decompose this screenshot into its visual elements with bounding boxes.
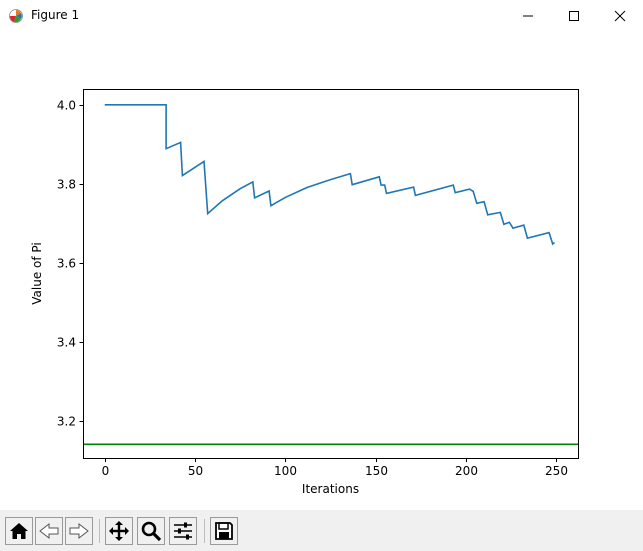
y-tick-label: 4.0 <box>57 99 76 113</box>
plot-frame <box>83 89 579 459</box>
configure-subplots-button[interactable] <box>169 517 197 545</box>
x-axis-label: Iterations <box>302 482 359 496</box>
back-arrow-icon <box>39 522 59 540</box>
zoom-icon <box>141 521 162 542</box>
minimize-icon <box>523 15 533 17</box>
y-axis-label: Value of Pi <box>30 242 44 304</box>
ticks-layer: 0 50 100 150 200 250 3.2 3.4 3.6 3.8 4.0 <box>57 99 568 479</box>
minimize-button[interactable] <box>505 0 551 32</box>
save-icon <box>215 522 233 540</box>
back-button[interactable] <box>35 517 63 545</box>
window-titlebar: Figure 1 <box>0 0 643 32</box>
home-icon <box>10 523 28 539</box>
x-tick-label: 0 <box>102 464 110 478</box>
x-tick-label: 200 <box>455 464 478 478</box>
close-button[interactable] <box>597 0 643 32</box>
matplotlib-icon <box>9 9 23 23</box>
x-tick-label: 100 <box>274 464 297 478</box>
close-icon <box>614 10 626 22</box>
x-tick-label: 150 <box>365 464 388 478</box>
navigation-toolbar <box>0 510 643 551</box>
window-title: Figure 1 <box>31 8 80 22</box>
figure-canvas[interactable]: 0 50 100 150 200 250 3.2 3.4 3.6 3.8 4.0 Iteration… <box>0 32 643 510</box>
toolbar-separator <box>204 519 205 543</box>
toolbar-separator <box>99 519 100 543</box>
pan-icon <box>109 521 129 541</box>
x-tick-label: 50 <box>188 464 203 478</box>
line-chart: 0 50 100 150 200 250 3.2 3.4 3.6 3.8 4.0 Iteration… <box>30 89 579 496</box>
x-tick-label: 250 <box>545 464 568 478</box>
y-tick-label: 3.2 <box>57 415 76 429</box>
series-layer <box>83 104 578 446</box>
save-button[interactable] <box>210 517 238 545</box>
sliders-icon <box>174 522 192 540</box>
home-button[interactable] <box>5 517 33 545</box>
pan-button[interactable] <box>105 517 133 545</box>
forward-button[interactable] <box>65 517 93 545</box>
zoom-button[interactable] <box>137 517 165 545</box>
pi-estimate-line <box>104 104 556 246</box>
y-tick-label: 3.8 <box>57 178 76 192</box>
y-tick-label: 3.6 <box>57 257 76 271</box>
maximize-icon <box>569 11 579 21</box>
forward-arrow-icon <box>69 522 89 540</box>
y-tick-label: 3.4 <box>57 336 76 350</box>
maximize-button[interactable] <box>551 0 597 32</box>
